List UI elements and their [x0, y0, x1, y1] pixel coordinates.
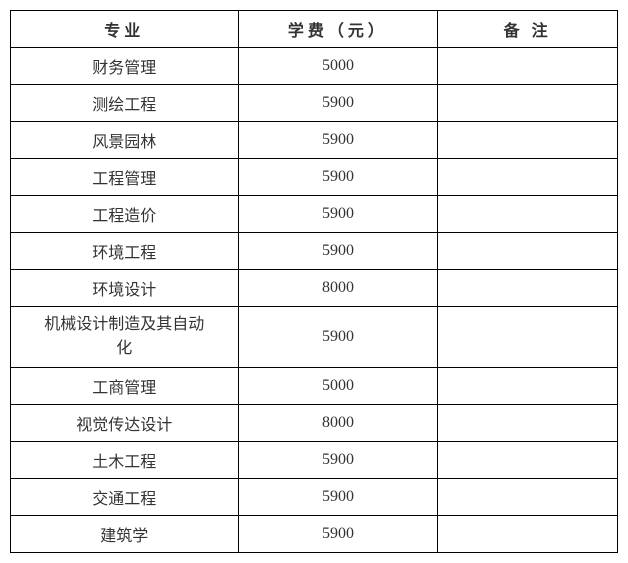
- table-row: 测绘工程5900: [11, 85, 618, 122]
- table-row: 视觉传达设计8000: [11, 405, 618, 442]
- cell-tuition: 8000: [238, 405, 438, 442]
- table-row: 交通工程5900: [11, 479, 618, 516]
- cell-notes: [438, 196, 618, 233]
- tuition-table: 专业 学费（元） 备 注 财务管理5000测绘工程5900风景园林5900工程管…: [10, 10, 618, 553]
- cell-tuition: 5900: [238, 159, 438, 196]
- table-row: 工程造价5900: [11, 196, 618, 233]
- table-row: 工程管理5900: [11, 159, 618, 196]
- cell-notes: [438, 233, 618, 270]
- cell-notes: [438, 442, 618, 479]
- table-row: 机械设计制造及其自动化5900: [11, 307, 618, 368]
- cell-notes: [438, 516, 618, 553]
- cell-major: 土木工程: [11, 442, 239, 479]
- cell-notes: [438, 270, 618, 307]
- cell-notes: [438, 479, 618, 516]
- table-body: 财务管理5000测绘工程5900风景园林5900工程管理5900工程造价5900…: [11, 48, 618, 553]
- table-row: 土木工程5900: [11, 442, 618, 479]
- cell-tuition: 5900: [238, 516, 438, 553]
- cell-notes: [438, 85, 618, 122]
- cell-tuition: 5900: [238, 122, 438, 159]
- table-header-row: 专业 学费（元） 备 注: [11, 11, 618, 48]
- table-row: 工商管理5000: [11, 368, 618, 405]
- cell-notes: [438, 368, 618, 405]
- cell-major: 财务管理: [11, 48, 239, 85]
- table-row: 环境设计8000: [11, 270, 618, 307]
- cell-tuition: 5900: [238, 479, 438, 516]
- cell-tuition: 5900: [238, 233, 438, 270]
- cell-tuition: 5000: [238, 368, 438, 405]
- cell-tuition: 5900: [238, 442, 438, 479]
- cell-notes: [438, 159, 618, 196]
- cell-major: 工程造价: [11, 196, 239, 233]
- cell-tuition: 8000: [238, 270, 438, 307]
- cell-major: 建筑学: [11, 516, 239, 553]
- cell-tuition: 5900: [238, 307, 438, 368]
- cell-notes: [438, 307, 618, 368]
- table-row: 环境工程5900: [11, 233, 618, 270]
- cell-major: 环境工程: [11, 233, 239, 270]
- cell-major: 风景园林: [11, 122, 239, 159]
- cell-major: 环境设计: [11, 270, 239, 307]
- table-row: 财务管理5000: [11, 48, 618, 85]
- cell-major: 工程管理: [11, 159, 239, 196]
- table-row: 风景园林5900: [11, 122, 618, 159]
- cell-tuition: 5900: [238, 85, 438, 122]
- cell-tuition: 5000: [238, 48, 438, 85]
- table-row: 建筑学5900: [11, 516, 618, 553]
- cell-tuition: 5900: [238, 196, 438, 233]
- header-notes: 备 注: [438, 11, 618, 48]
- cell-major: 测绘工程: [11, 85, 239, 122]
- cell-notes: [438, 48, 618, 85]
- header-tuition: 学费（元）: [238, 11, 438, 48]
- cell-major: 工商管理: [11, 368, 239, 405]
- cell-notes: [438, 122, 618, 159]
- cell-major: 视觉传达设计: [11, 405, 239, 442]
- cell-major: 机械设计制造及其自动化: [11, 307, 239, 368]
- cell-major: 交通工程: [11, 479, 239, 516]
- header-major: 专业: [11, 11, 239, 48]
- cell-notes: [438, 405, 618, 442]
